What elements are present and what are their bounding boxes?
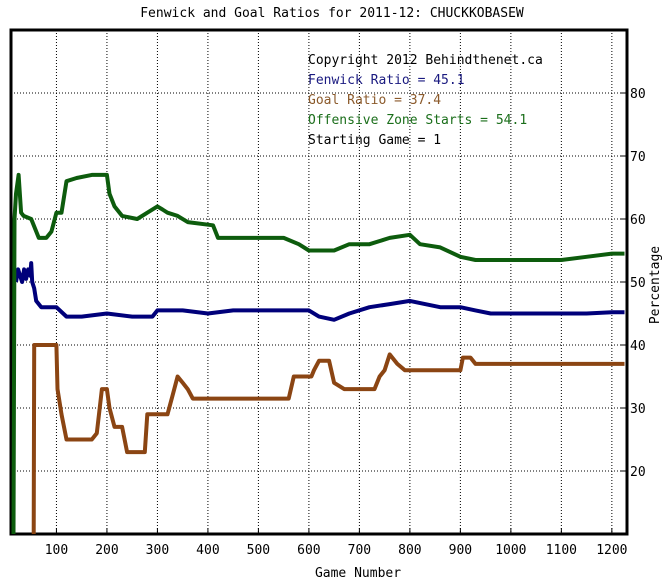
- annotation-line: Fenwick Ratio = 45.1: [308, 73, 465, 88]
- x-tick-label: 700: [348, 543, 371, 558]
- x-tick-label: 1200: [596, 543, 627, 558]
- y-tick-label: 20: [630, 465, 646, 480]
- chart-title: Fenwick and Goal Ratios for 2011-12: CHU…: [140, 6, 524, 21]
- x-tick-label: 200: [95, 543, 118, 558]
- x-tick-label: 1000: [495, 543, 526, 558]
- y-axis-label: Percentage: [648, 246, 663, 324]
- x-tick-label: 900: [449, 543, 472, 558]
- grid: [11, 30, 627, 534]
- y-axis-ticks: 20 30 40 50 60 70 80: [621, 87, 646, 480]
- annotation-line: Starting Game = 1: [308, 133, 441, 148]
- y-tick-label: 40: [630, 339, 646, 354]
- x-axis-ticks: 100 200 300 400 500 600 700 800 900 1000 1100 1200: [45, 528, 628, 558]
- annotations: Copyright 2012 Behindthenet.ca Fenwick Ra…: [308, 53, 543, 148]
- x-tick-label: 800: [398, 543, 421, 558]
- x-tick-label: 500: [247, 543, 270, 558]
- x-tick-label: 600: [297, 543, 320, 558]
- series-line-offensive-zone-starts: [11, 172, 625, 535]
- y-tick-label: 50: [630, 276, 646, 291]
- x-tick-label: 400: [196, 543, 219, 558]
- y-tick-label: 60: [630, 213, 646, 228]
- x-tick-label: 300: [146, 543, 169, 558]
- annotation-line: Copyright 2012 Behindthenet.ca: [308, 53, 543, 68]
- y-tick-label: 30: [630, 402, 646, 417]
- y-tick-label: 70: [630, 150, 646, 165]
- x-tick-label: 100: [45, 543, 68, 558]
- x-tick-label: 1100: [546, 543, 577, 558]
- y-tick-label: 80: [630, 87, 646, 102]
- x-axis-label: Game Number: [315, 566, 401, 580]
- annotation-line: Offensive Zone Starts = 54.1: [308, 113, 527, 128]
- series-lines: [11, 172, 625, 535]
- series-line-fenwick-ratio: [14, 261, 625, 322]
- annotation-line: Goal Ratio = 37.4: [308, 93, 441, 108]
- series-line-goal-ratio: [31, 343, 625, 535]
